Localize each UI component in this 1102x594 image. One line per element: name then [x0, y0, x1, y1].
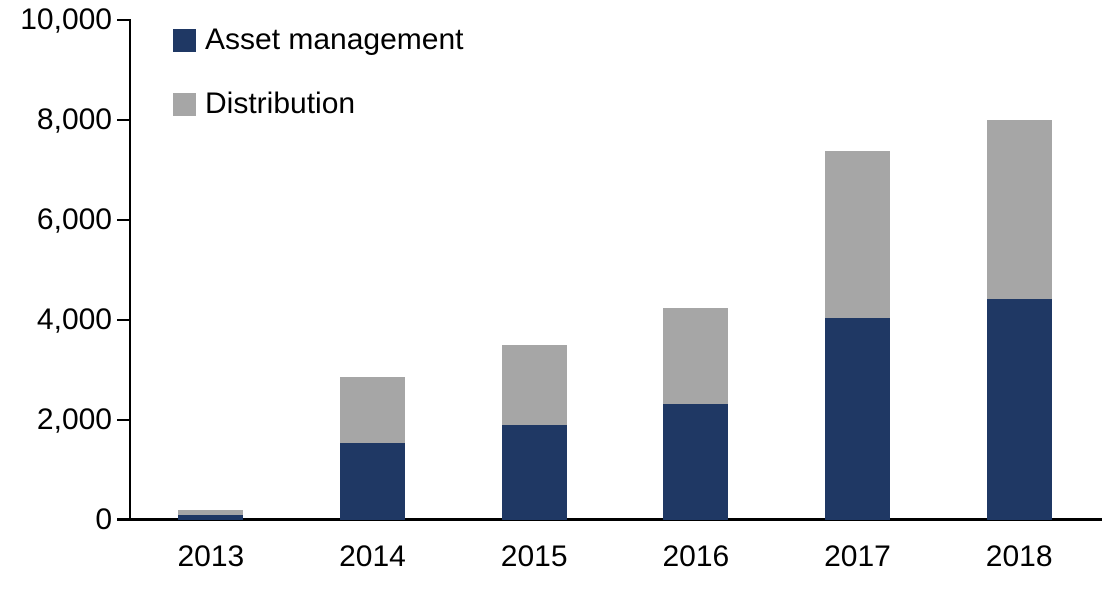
bar-segment-asset-management	[501, 425, 567, 520]
y-axis-line	[129, 19, 131, 521]
bar-segment-asset-management	[663, 404, 729, 520]
y-axis-tick	[117, 219, 130, 221]
bar-2018	[986, 120, 1052, 520]
y-axis-tick-label: 2,000	[36, 403, 112, 436]
bar-2013	[178, 509, 244, 520]
bar-2015	[501, 345, 567, 520]
bar-segment-asset-management	[825, 317, 890, 520]
x-axis-line	[117, 518, 1102, 521]
y-axis-tick-label: 4,000	[36, 303, 112, 336]
bar-segment-asset-management	[986, 299, 1052, 520]
x-axis-label-2016: 2016	[662, 540, 730, 573]
bar-2017	[825, 151, 890, 520]
bar-segment-distribution	[825, 151, 890, 318]
x-axis-label-2017: 2017	[824, 540, 891, 573]
bar-2014	[340, 376, 405, 520]
bar-segment-distribution	[986, 120, 1052, 299]
x-axis-label-2014: 2014	[339, 540, 406, 573]
bar-segment-distribution	[663, 307, 729, 404]
y-axis-tick-label: 8,000	[36, 103, 112, 136]
bar-segment-asset-management	[340, 442, 405, 520]
y-axis-tick-label: 6,000	[36, 203, 112, 236]
x-axis-label-2013: 2013	[177, 540, 245, 573]
bar-2016	[663, 307, 729, 520]
legend-item-asset-management: Asset management	[173, 23, 464, 56]
y-axis-tick-label: 0	[95, 503, 112, 536]
bar-segment-distribution	[178, 509, 244, 515]
y-axis-tick	[117, 319, 130, 321]
legend-item-distribution: Distribution	[173, 87, 463, 120]
legend-label-asset-management: Asset management	[205, 23, 464, 56]
bar-segment-distribution	[501, 345, 567, 425]
y-axis-tick	[117, 519, 130, 521]
legend: Asset management Distribution	[173, 23, 464, 154]
y-axis-tick	[117, 419, 130, 421]
y-axis-tick	[117, 119, 130, 121]
y-axis-tick-label: 10,000	[20, 3, 112, 36]
bar-segment-asset-management	[178, 515, 244, 520]
legend-swatch-asset-management-icon	[173, 28, 196, 52]
x-axis-label-2015: 2015	[500, 540, 568, 573]
bar-segment-distribution	[340, 376, 405, 443]
y-axis-tick	[117, 19, 130, 21]
x-axis-label-2018: 2018	[985, 540, 1053, 573]
legend-label-distribution: Distribution	[205, 87, 356, 120]
legend-swatch-distribution-icon	[173, 92, 196, 116]
